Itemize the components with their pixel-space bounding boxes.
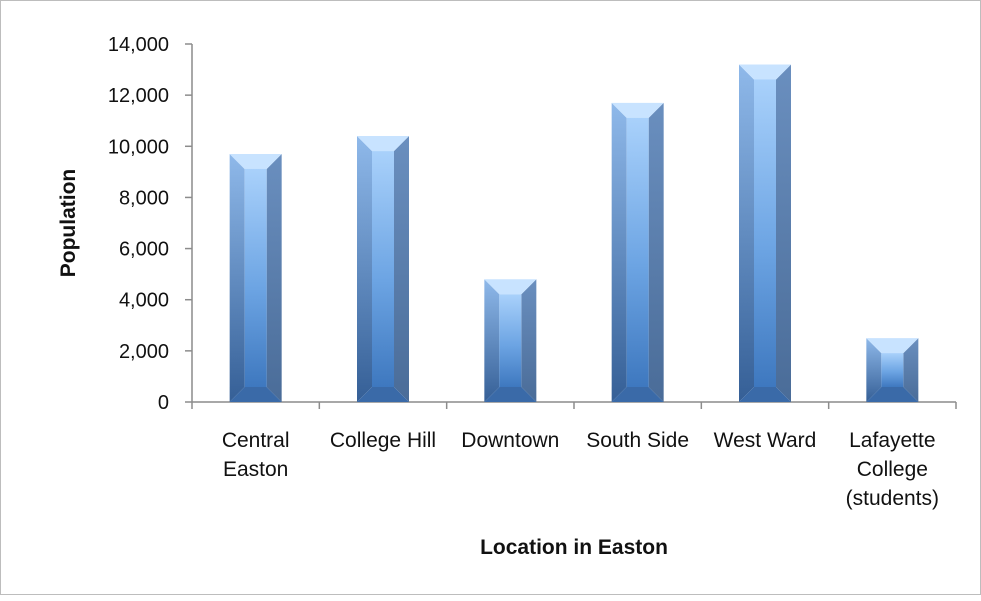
bar [866, 338, 919, 402]
bar [611, 102, 664, 403]
y-tick-label: 10,000 [108, 136, 169, 158]
y-tick-label: 12,000 [108, 85, 169, 107]
x-axis-title: Location in Easton [480, 536, 668, 559]
x-category-label: Central Easton [222, 429, 290, 481]
y-axis-title: Population [57, 169, 80, 278]
bar [484, 279, 537, 402]
y-tick-label: 14,000 [108, 34, 169, 56]
x-category-label: Lafayette College (students) [846, 429, 939, 510]
x-category-label: College Hill [330, 429, 436, 452]
y-tick-label: 0 [158, 392, 169, 414]
x-category-label: South Side [586, 429, 689, 452]
bar [229, 153, 282, 402]
y-tick-label: 4,000 [119, 290, 169, 312]
x-category-label: West Ward [714, 429, 817, 452]
x-category-label: Downtown [461, 429, 559, 452]
bar [739, 64, 791, 402]
y-tick-label: 6,000 [119, 239, 169, 261]
labels: 0 2,000 4,000 6,000 8,000 10,000 12,000 14,000 C… [57, 34, 939, 559]
bars [229, 64, 919, 403]
y-tick-label: 8,000 [119, 187, 169, 209]
y-tick-label: 2,000 [119, 341, 169, 363]
axes [185, 43, 957, 409]
bar [357, 136, 409, 403]
